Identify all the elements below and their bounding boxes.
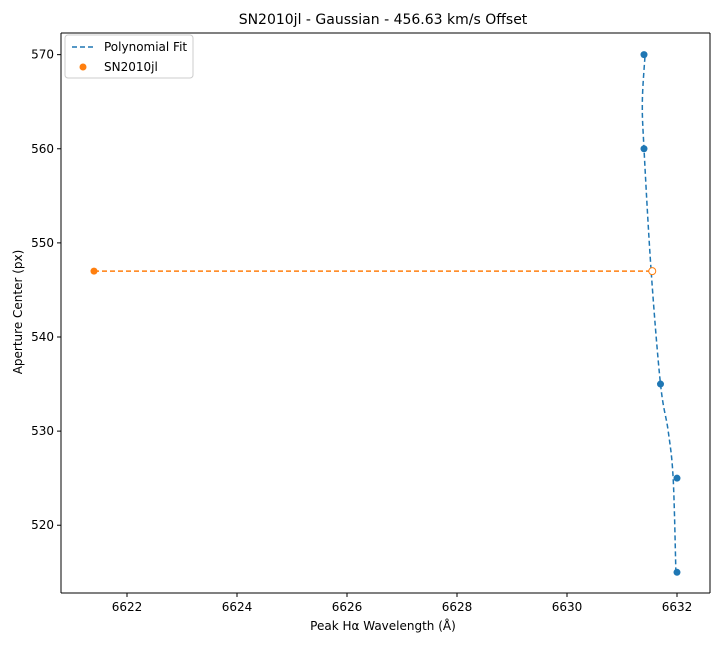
sn2010jl-fit-intersection-point [648,267,657,276]
y-tick-label: 570 [31,48,54,62]
legend-box [64,34,194,79]
aperture-data-point [657,380,664,388]
aperture-data-point [640,51,648,59]
legend-swatch-sn2010jl [79,63,87,71]
data-marks [90,51,681,576]
aperture-data-point [673,474,681,482]
y-tick-label: 540 [31,330,54,344]
legend-label-sn2010jl: SN2010jl [104,60,158,74]
x-tick-label: 6622 [112,600,143,614]
sn2010jl-point [90,267,98,275]
chart-title: SN2010jl - Gaussian - 456.63 km/s Offset [239,12,528,28]
y-axis-label: Aperture Center (px) [11,250,25,375]
legend-label-polynomial-fit: Polynomial Fit [104,40,187,54]
y-tick-label: 560 [31,142,54,156]
x-tick-label: 6626 [332,600,363,614]
legend: Polynomial Fit SN2010jl [64,34,194,79]
x-tick-label: 6632 [662,600,693,614]
polynomial-fit-curve [641,54,677,573]
x-tick-label: 6630 [552,600,583,614]
aperture-data-point [640,145,648,153]
axes: 6622 6624 6626 6628 6630 6632 520 530 540 550 560 5… [31,32,711,614]
x-axis-label: Peak Hα Wavelength (Å) [310,618,456,633]
y-tick-label: 520 [31,518,54,532]
x-tick-label: 6628 [442,600,473,614]
aperture-data-point [673,568,681,576]
y-tick-label: 550 [31,236,54,250]
x-tick-label: 6624 [222,600,253,614]
y-tick-label: 530 [31,424,54,438]
